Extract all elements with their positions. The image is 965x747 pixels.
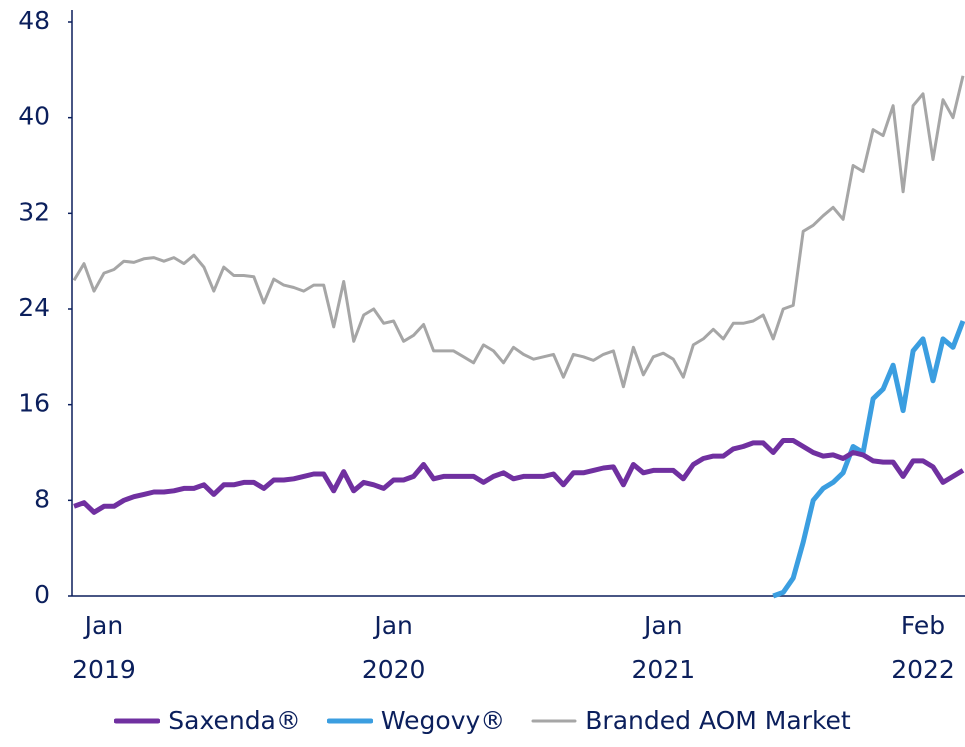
plot-area: 0 8 16 24 32 40 48 (18, 6, 965, 609)
legend-item: Branded AOM Market (531, 706, 851, 735)
legend-swatch (531, 719, 577, 722)
y-tick-label: 24 (18, 293, 50, 322)
y-tick-label: 32 (18, 197, 50, 226)
legend-swatch (326, 718, 373, 723)
y-tick-label: 8 (34, 484, 50, 513)
legend-label: Saxenda® (168, 706, 301, 735)
x-tick-label: Feb 2022 (891, 611, 955, 684)
legend-label: Wegovy® (380, 706, 506, 735)
x-tick-label: Jan 2020 (361, 611, 426, 684)
x-tick-label: Jan 2021 (631, 611, 696, 684)
legend: Saxenda® Wegovy® Branded AOM Market (0, 706, 965, 735)
legend-swatch (114, 718, 161, 723)
legend-label: Branded AOM Market (585, 706, 851, 735)
x-tick-label: Jan 2019 (72, 611, 136, 684)
y-tick-label: 16 (18, 389, 50, 418)
series-line (772, 320, 965, 599)
series-line (72, 75, 965, 389)
y-tick-label: 48 (18, 6, 50, 35)
legend-item: Saxenda® (114, 706, 301, 735)
y-tick-label: 40 (18, 102, 50, 131)
series-line (73, 438, 965, 515)
legend-item: Wegovy® (326, 706, 506, 735)
y-tick-label: 0 (34, 580, 50, 609)
